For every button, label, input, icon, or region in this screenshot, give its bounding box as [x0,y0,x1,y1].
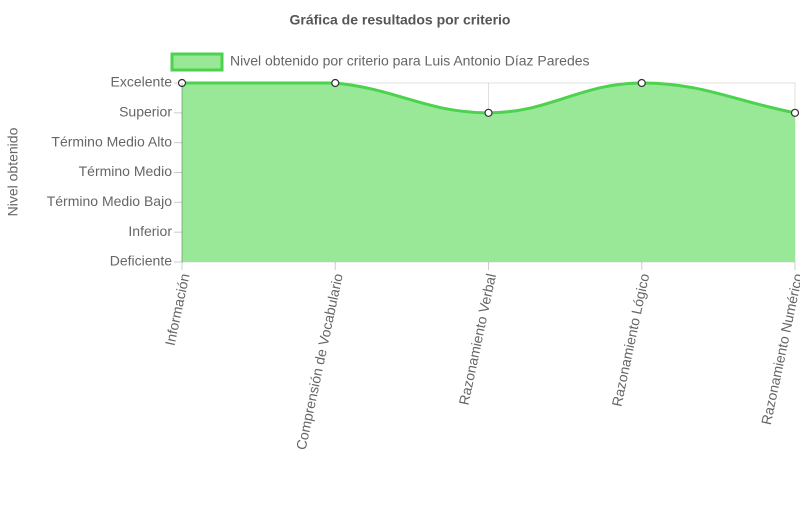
chart-title: Gráfica de resultados por criterio [290,12,511,28]
y-tick-label: Excelente [111,74,173,90]
x-tick-label: Comprensión de Vocabulario [293,272,346,451]
y-axis-title: Nivel obtenido [5,127,21,216]
point [177,78,187,88]
x-tick-label: Razonamiento Verbal [456,272,499,406]
y-tick-label: Término Medio Alto [51,133,172,149]
x-tick-label: Razonamiento Numérico [758,272,800,426]
x-tick-label: Razonamiento Lógico [609,272,653,408]
point [331,78,340,88]
area [182,83,795,262]
point [484,108,493,117]
y-tick-label: Deficiente [110,253,172,269]
y-tick-label: Término Medio [79,163,173,179]
y-tick-label: Término Medio Bajo [47,193,172,209]
point [637,78,646,88]
legend-swatch [170,52,224,72]
legend-label: Nivel obtenido por criterio para Luis An… [230,53,590,69]
point [790,108,800,117]
x-tick-label: Información [162,272,193,347]
y-tick-label: Superior [119,104,172,120]
y-tick-label: Inferior [128,223,172,239]
